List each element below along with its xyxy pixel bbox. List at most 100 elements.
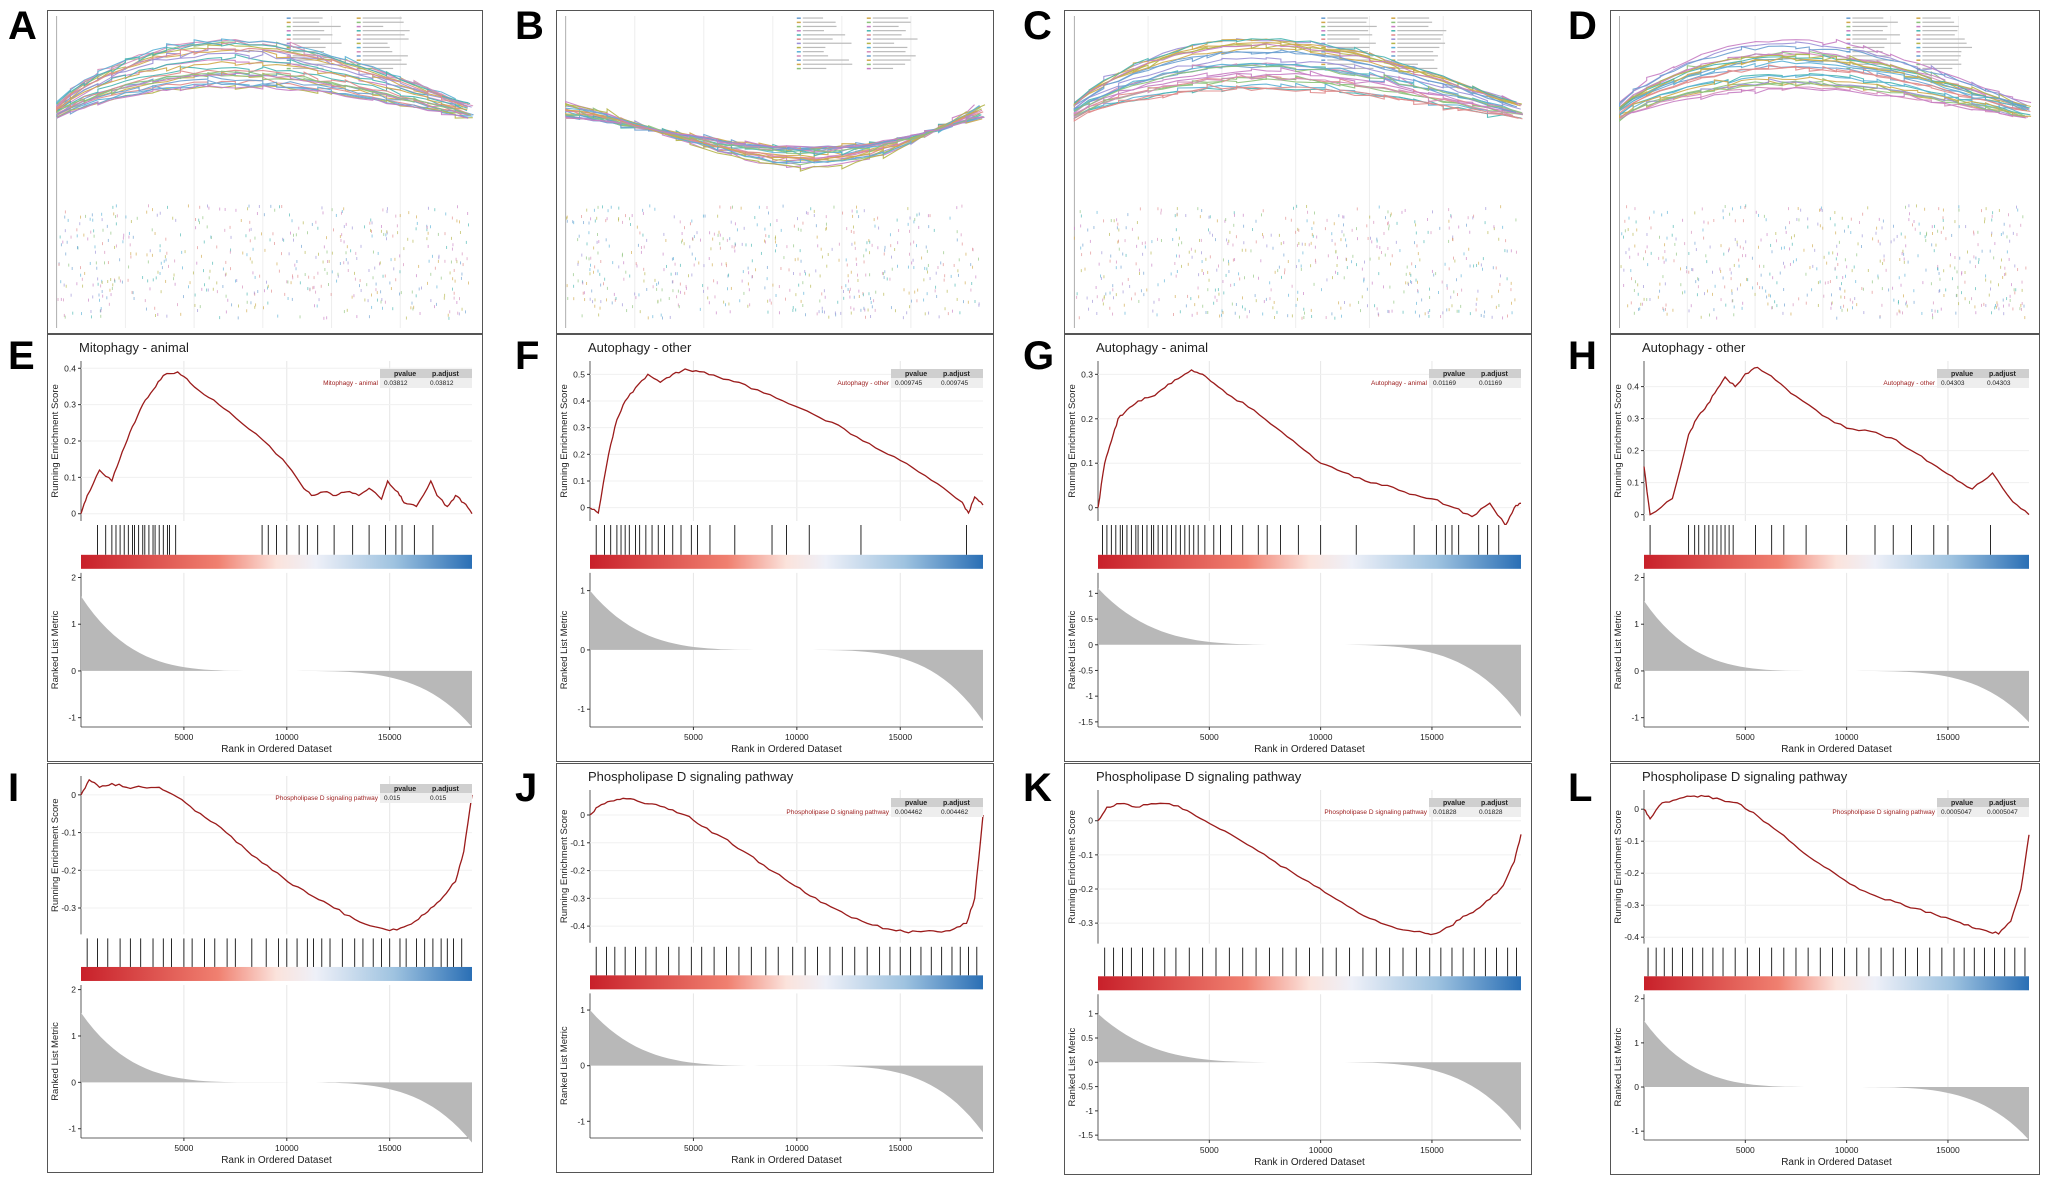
stat-term-label: Phospholipase D signaling pathway [275,795,378,802]
legend-swatch [356,17,361,19]
legend-swatch [356,59,361,61]
stat-pvalue: 0.0005047 [1941,809,1972,816]
chart-title: Autophagy - animal [1096,340,1208,355]
x-tick-label: 5000 [174,732,193,742]
stat-header-pvalue: pvalue [905,800,927,807]
y-axis-label-bottom: Ranked List Metric [1067,1028,1078,1107]
stat-term-label: Phospholipase D signaling pathway [786,809,889,816]
legend-swatch [286,67,291,70]
ranked-metric-area [1098,1013,1521,1131]
enrichment-curve [1619,64,2024,112]
x-tick-label: 15000 [1936,732,1960,742]
stat-table-header-bg [891,798,983,807]
legend-text [1397,34,1443,36]
metric-tick-label: -1 [1085,691,1093,701]
enrichment-curve [56,70,470,116]
legend-swatch [866,25,871,28]
stat-header-padjust: p.adjust [1989,800,2017,807]
legend-text [1922,42,1967,44]
y-axis-label-bottom: Ranked List Metric [1613,610,1624,689]
legend-text [1397,21,1433,23]
x-axis-label: Rank in Ordered Dataset [1781,744,1892,755]
panel-b-multi-gsea [556,10,994,334]
enrichment-curve [56,48,469,107]
legend-text [292,25,341,28]
panel-letter-j: J [515,766,538,810]
enrichment-curve [56,79,469,119]
multi-gsea-chart [56,16,474,328]
x-axis-label: Rank in Ordered Dataset [731,1155,842,1166]
legend-swatch [1916,25,1921,28]
legend-swatch [286,25,291,28]
stat-header-pvalue: pvalue [1443,371,1465,378]
x-tick-label: 5000 [1736,1145,1755,1155]
legend-text [872,38,918,40]
legend-text [1922,67,1953,70]
legend-swatch [866,42,871,45]
legend-swatch [866,55,871,57]
legend-text [872,46,908,49]
legend-swatch [866,38,871,40]
metric-tick-label: -1 [1631,1126,1639,1136]
legend-swatch [796,51,801,53]
hit-area [1098,525,1521,555]
metric-tick-label: -1.5 [1078,717,1093,727]
legend-swatch [1321,42,1326,45]
legend-swatch [796,17,801,19]
x-tick-label: 10000 [785,732,809,742]
legend-swatch [1321,38,1326,40]
ranked-metric-area [590,590,983,722]
metric-tick-label: 1 [71,1031,76,1041]
metric-tick-label: 1 [1634,619,1639,629]
stat-pvalue: 0.01828 [1433,809,1457,816]
legend-text [802,38,833,40]
legend-text [1922,25,1959,28]
enrichment-curve [1619,60,2027,112]
y-tick-label: 0 [71,790,76,800]
ranked-metric-area [1644,1020,2029,1140]
metric-tick-label: 0 [580,1061,585,1071]
legend-text [1922,38,1965,40]
panel-h-gsea-plot: Autophagy - other 0 0.1 0.2 0.3 0.4 Running En… [1610,334,2040,762]
y-tick-label: -0.3 [570,893,585,903]
stat-table-header-bg [1937,369,2029,378]
legend-swatch [356,46,361,49]
y-tick-label: -0.4 [570,921,585,931]
legend-text [362,46,390,49]
x-tick-label: 5000 [174,1143,193,1153]
panel-letter-b: B [515,4,544,48]
legend-text [362,38,409,40]
legend-text [872,59,911,61]
x-tick-label: 15000 [1420,732,1444,742]
stat-table-header-bg [891,369,983,378]
legend-text [1852,34,1900,36]
x-tick-label: 5000 [1200,1145,1219,1155]
legend-swatch [866,67,871,70]
legend-swatch [1321,59,1326,61]
legend-text [1922,30,1958,32]
legend-swatch [286,46,291,49]
legend-text [1327,46,1370,49]
y-axis-label-top: Running Enrichment Score [50,384,61,498]
y-tick-label: 0.2 [573,449,585,459]
stat-padjust: 0.03812 [430,380,454,387]
x-axis-label: Rank in Ordered Dataset [221,1155,332,1166]
enrichment-curve [1619,45,2027,107]
legend-text [1922,59,1959,61]
metric-tick-label: 0 [1088,640,1093,650]
legend-swatch [1846,38,1851,40]
legend-swatch [1846,55,1851,57]
enrichment-score-line [80,778,473,932]
legend-text [1922,55,1961,57]
legend-text [1922,46,1973,49]
legend-text [802,17,824,19]
legend-text [1397,51,1434,53]
panel-a-multi-gsea [47,10,483,334]
y-tick-label: -0.2 [1624,868,1639,878]
enrichment-curve [1619,73,2022,115]
panel-letter-c: C [1023,4,1052,48]
stat-padjust: 0.004462 [941,809,968,816]
enrichment-score-line [1097,802,1522,936]
legend-swatch [286,55,291,57]
hit-area [1644,947,2029,977]
